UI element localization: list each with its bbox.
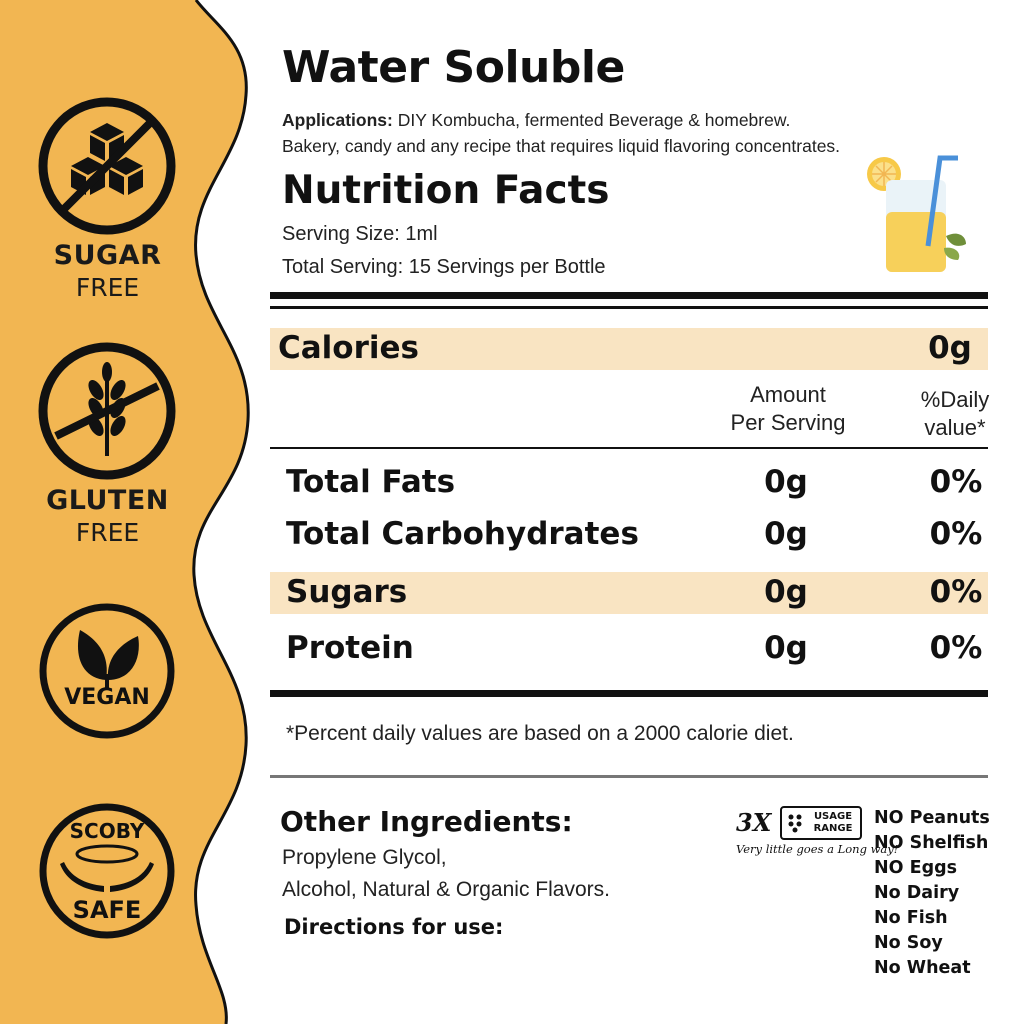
calories-label: Calories bbox=[278, 330, 419, 366]
nutrient-daily: 0% bbox=[929, 630, 983, 666]
total-serving: Total Serving: 15 Servings per Bottle bbox=[282, 256, 606, 278]
list-item: NO Shelfish bbox=[874, 833, 989, 853]
badge-line1: SUGAR bbox=[53, 240, 162, 271]
col-amount-line1: Amount bbox=[750, 382, 826, 407]
badge-line2: SAFE bbox=[73, 896, 142, 924]
directions-label: Directions for use: bbox=[284, 915, 504, 939]
usage-range-box: USAGE RANGE bbox=[780, 806, 862, 840]
list-item: NO Peanuts bbox=[874, 808, 990, 828]
applications-line1: DIY Kombucha, fermented Beverage & homeb… bbox=[392, 110, 791, 130]
badge-line2: FREE bbox=[75, 518, 140, 547]
col-daily-line2: value* bbox=[924, 415, 986, 440]
ingredient-line: Alcohol, Natural & Organic Flavors. bbox=[282, 878, 610, 901]
usage-range-badge: 3X USAGE RANGE Very little goes a Long w… bbox=[736, 806, 898, 862]
col-amount-header: Amount Per Serving bbox=[718, 381, 858, 437]
badge-line2: FREE bbox=[75, 273, 140, 302]
nutrient-daily: 0% bbox=[929, 574, 983, 610]
nutrient-amount: 0g bbox=[764, 630, 808, 666]
usage-box-line2: RANGE bbox=[813, 823, 853, 834]
col-daily-line1: %Daily bbox=[920, 387, 990, 412]
other-ingredients-title: Other Ingredients: bbox=[280, 805, 573, 838]
top-thick-rule bbox=[270, 292, 988, 299]
usage-tagline: Very little goes a Long way! bbox=[736, 842, 899, 856]
badge-line1: SCOBY bbox=[70, 819, 145, 843]
section-divider bbox=[270, 775, 988, 778]
header-rule bbox=[270, 447, 988, 449]
badge-label: VEGAN bbox=[64, 685, 150, 710]
ingredient-line: Propylene Glycol, bbox=[282, 846, 447, 869]
badge-gluten-free-caption: GLUTEN FREE bbox=[0, 487, 215, 545]
nutrient-amount: 0g bbox=[764, 574, 808, 610]
no-wheat-icon bbox=[38, 342, 176, 480]
badge-line1: GLUTEN bbox=[46, 485, 169, 516]
no-sugar-cubes-icon bbox=[38, 97, 176, 235]
allergen-list: NO Peanuts NO Shelfish NO Eggs No Dairy … bbox=[874, 806, 990, 981]
nutrient-label: Total Fats bbox=[286, 464, 456, 500]
lemonade-glass-icon bbox=[867, 155, 966, 272]
nutrient-label: Protein bbox=[286, 630, 414, 666]
nutrient-amount: 0g bbox=[764, 516, 808, 552]
applications-label: Applications: bbox=[282, 110, 393, 130]
nutrition-facts-title: Nutrition Facts bbox=[282, 168, 610, 213]
potency-dots-icon bbox=[788, 814, 802, 833]
list-item: No Soy bbox=[874, 933, 943, 953]
product-title: Water Soluble bbox=[282, 42, 625, 93]
nutrient-daily: 0% bbox=[929, 516, 983, 552]
usage-multiplier: 3X bbox=[736, 808, 772, 837]
list-item: No Fish bbox=[874, 908, 948, 928]
applications-text: Applications: DIY Kombucha, fermented Be… bbox=[282, 107, 882, 159]
label-content: Water Soluble Applications: DIY Kombucha… bbox=[270, 0, 990, 1024]
other-ingredients-list: Propylene Glycol, Alcohol, Natural & Org… bbox=[282, 842, 610, 906]
calories-value: 0g bbox=[928, 330, 972, 366]
daily-value-footnote: *Percent daily values are based on a 200… bbox=[286, 722, 794, 745]
list-item: No Dairy bbox=[874, 883, 960, 903]
list-item: No Wheat bbox=[874, 958, 971, 978]
serving-info: Serving Size: 1ml Total Serving: 15 Serv… bbox=[282, 218, 606, 284]
top-thin-rule bbox=[270, 306, 988, 309]
sugars-band bbox=[270, 572, 988, 614]
nutrient-amount: 0g bbox=[764, 464, 808, 500]
nutrient-label: Total Carbohydrates bbox=[286, 516, 639, 552]
bottom-thick-rule bbox=[270, 690, 988, 697]
scoby-hands-icon: SCOBY SAFE bbox=[39, 803, 175, 939]
sidebar-wavy-background bbox=[0, 0, 250, 1024]
col-daily-header: %Daily value* bbox=[890, 386, 1020, 442]
list-item: NO Eggs bbox=[874, 858, 958, 878]
nutrient-label: Sugars bbox=[286, 574, 408, 610]
applications-line2: Bakery, candy and any recipe that requir… bbox=[282, 136, 841, 156]
calories-band bbox=[270, 328, 988, 370]
vegan-leaves-icon: VEGAN bbox=[39, 603, 175, 739]
badge-sugar-free-caption: SUGAR FREE bbox=[0, 242, 215, 300]
col-amount-line2: Per Serving bbox=[730, 410, 846, 435]
serving-size: Serving Size: 1ml bbox=[282, 223, 438, 245]
usage-box-line1: USAGE bbox=[813, 811, 853, 822]
nutrient-daily: 0% bbox=[929, 464, 983, 500]
